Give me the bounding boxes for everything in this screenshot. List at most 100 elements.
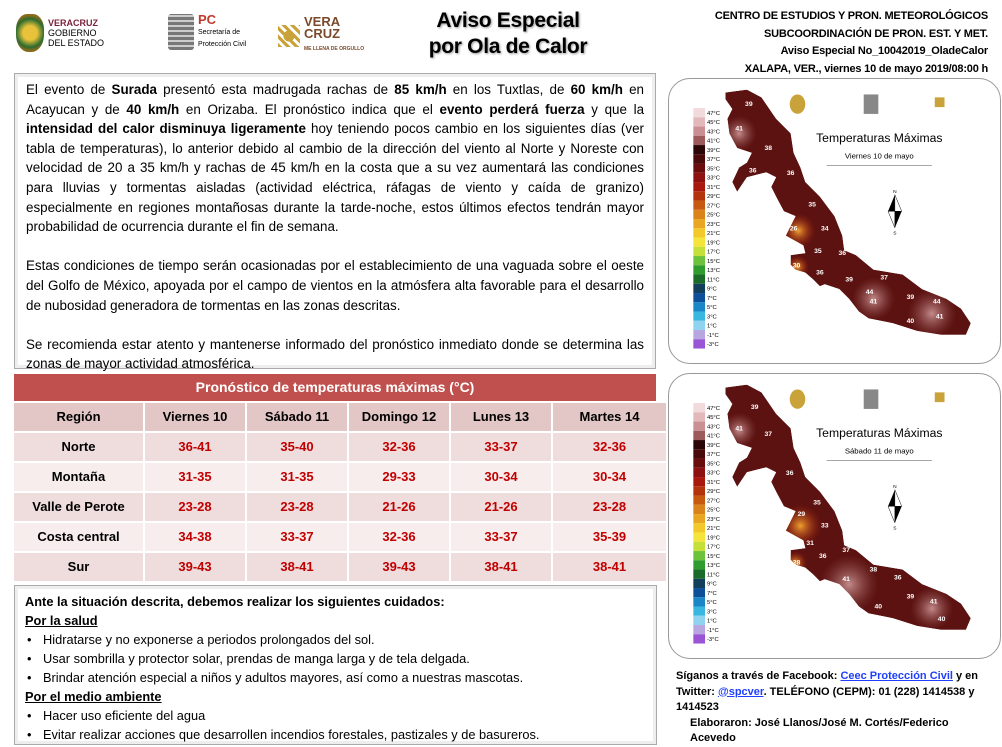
compass-s: S	[893, 526, 897, 532]
isotherm-label: 33	[821, 523, 829, 530]
legend-swatch	[693, 191, 706, 201]
map-subtitle: Viernes 10 de mayo	[845, 152, 914, 161]
column-header: Domingo 12	[349, 403, 449, 431]
isotherm-label: 35	[814, 248, 822, 255]
legend-label: 31°C	[707, 480, 720, 486]
isotherm-label: 41	[735, 425, 743, 432]
isotherm-label: 44	[933, 299, 941, 306]
isotherm-label: 41	[936, 313, 944, 320]
pc-shield-icon	[863, 389, 879, 409]
coat-of-arms-icon	[789, 94, 806, 114]
region-cell: Costa central	[14, 523, 143, 551]
footer-text: y en Twitter:	[676, 670, 979, 698]
isotherm-label: 41	[842, 576, 850, 583]
isotherm-label: 30	[793, 263, 801, 270]
legend-label: 29°C	[707, 194, 720, 200]
legend-swatch	[693, 302, 706, 312]
recommendations-intro: Ante la situación descrita, debemos real…	[25, 594, 445, 609]
legend-swatch	[693, 256, 706, 266]
temperature-cell: 33-37	[451, 433, 551, 461]
legend-swatch	[693, 495, 706, 505]
column-header: Región	[14, 403, 143, 431]
footer-text: . TELÉFONO (CEPM): 01 (228) 1414538 y 14…	[676, 685, 975, 714]
text-run: en Orizaba. El pronóstico indica que el	[179, 101, 440, 117]
legend-label: 35°C	[707, 166, 720, 172]
temperature-zone	[907, 289, 957, 335]
legend-swatch	[693, 330, 706, 340]
region-cell: Norte	[14, 433, 143, 461]
legend-label: 1°C	[707, 619, 717, 625]
legend-label: 11°C	[707, 277, 720, 283]
text-run: y que la	[584, 101, 645, 117]
map-subtitle: Sábado 11 de mayo	[845, 447, 914, 456]
legend-label: 15°C	[707, 259, 720, 265]
text-run: Se recomienda estar atento y mantenerse …	[26, 336, 644, 372]
text-run: Estas condiciones de tiempo serán ocasio…	[26, 258, 644, 313]
legend-label: 23°C	[707, 517, 720, 523]
isotherm-label: 41	[870, 299, 878, 306]
temperature-cell: 34-38	[145, 523, 245, 551]
isotherm-label: 41	[735, 125, 743, 132]
temperature-cell: 39-43	[349, 553, 449, 581]
column-header: Lunes 13	[451, 403, 551, 431]
legend-swatch	[693, 283, 706, 294]
legend-label: 47°C	[707, 111, 720, 117]
temperature-cell: 23-28	[553, 493, 666, 521]
legend-label: -3°C	[707, 342, 719, 348]
legend-swatch	[693, 449, 706, 459]
isotherm-label: 38	[870, 566, 878, 573]
logo-text: GOBIERNO	[48, 28, 97, 38]
legend-swatch	[693, 634, 706, 644]
legend-label: 45°C	[707, 415, 720, 421]
facebook-link[interactable]: Ceec Protección Civil	[840, 670, 953, 682]
legend-swatch	[693, 135, 706, 146]
isotherm-label: 39	[907, 594, 915, 601]
veracruz-state-shape	[725, 384, 971, 630]
legend-label: 9°C	[707, 582, 717, 588]
legend-label: 17°C	[707, 250, 720, 256]
highlight-text: 60 km/h	[570, 82, 623, 97]
info-line: Aviso Especial No_10042019_OladeCalor	[780, 45, 989, 57]
temperature-cell: 31-35	[247, 463, 347, 491]
legend-label: 5°C	[707, 305, 717, 311]
legend-swatch	[693, 477, 706, 487]
temperature-zone	[780, 213, 817, 249]
legend-swatch	[693, 246, 706, 257]
legend-label: 5°C	[707, 600, 717, 606]
temperature-cell: 32-36	[349, 523, 449, 551]
list-item: Usar sombrilla y protector solar, prenda…	[25, 649, 646, 668]
isotherm-label: 37	[765, 431, 773, 438]
legend-swatch	[693, 311, 706, 321]
map-title: Temperaturas Máximas	[816, 426, 942, 440]
legend-swatch	[693, 597, 706, 607]
list-item: Hidratarse y no exponerse a periodos pro…	[25, 630, 646, 649]
isotherm-label: 28	[793, 560, 801, 567]
temperature-cell: 32-36	[553, 433, 666, 461]
legend-label: 41°C	[707, 139, 720, 145]
table-grid: Región Viernes 10 Sábado 11 Domingo 12 Lunes…	[14, 401, 666, 581]
table-title: Pronóstico de temperaturas máximas (°C)	[14, 374, 656, 401]
paragraph: Se recomienda estar atento y mantenerse …	[26, 335, 644, 374]
logo-text: CRUZ	[304, 26, 341, 41]
highlight-text: 85 km/h	[394, 82, 447, 97]
text-run: hoy teniendo pocos cambio en los siguien…	[26, 121, 644, 235]
compass-n: N	[893, 484, 897, 490]
legend-label: 25°C	[707, 508, 720, 514]
legend-label: 13°C	[707, 563, 720, 569]
paragraph: El evento de Surada presentó esta madrug…	[26, 80, 644, 237]
column-header: Martes 14	[553, 403, 666, 431]
legend-swatch	[693, 163, 706, 173]
legend-swatch	[693, 172, 706, 183]
legend-label: 43°C	[707, 424, 720, 430]
legend-label: 21°C	[707, 231, 720, 237]
legend-label: 39°C	[707, 443, 720, 449]
pc-shield-icon	[863, 94, 879, 114]
isotherm-label: 35	[808, 201, 816, 208]
proteccion-civil-logo: PC Secretaría de Protección Civil	[168, 13, 246, 50]
twitter-link[interactable]: @spcver	[717, 685, 764, 698]
isotherm-label: 36	[786, 470, 794, 477]
isotherm-label: 39	[907, 294, 915, 301]
isotherm-label: 38	[765, 145, 773, 152]
footer-text: Síganos a través de Facebook:	[676, 670, 841, 682]
veracruz-gobierno-logo: VERACRUZ GOBIERNO DEL ESTADO	[16, 14, 104, 52]
